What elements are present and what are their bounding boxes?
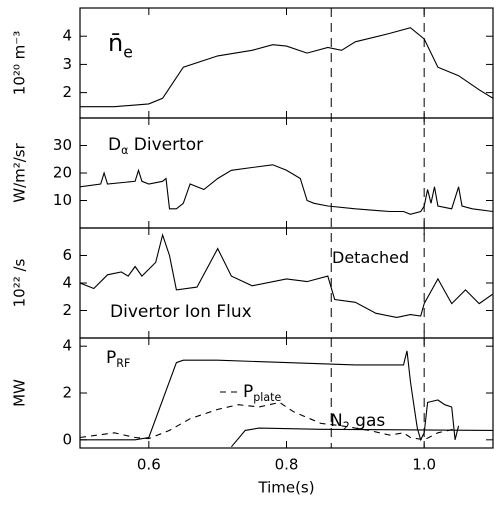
- x-tick-label: 1.0: [412, 456, 436, 474]
- annotation-text: P: [106, 348, 116, 368]
- y-tick-label: 4: [62, 337, 72, 355]
- data-line: [80, 401, 459, 441]
- plot-area: [80, 232, 493, 318]
- y-tick-label: 4: [62, 27, 72, 45]
- annotation-text: n̄: [108, 29, 123, 57]
- annotation-sub: e: [123, 43, 133, 61]
- y-tick-label: 6: [62, 246, 72, 264]
- annotation-sub: plate: [253, 391, 281, 404]
- annotation-rest: gas: [350, 411, 386, 431]
- data-line: [80, 164, 493, 215]
- annotation-text: P: [243, 382, 253, 402]
- data-line: [80, 350, 460, 442]
- annotation: Divertor Ion Flux: [110, 302, 252, 322]
- annotation-text: Divertor Ion Flux: [110, 302, 252, 322]
- y-axis-label: 10²² /s: [11, 258, 29, 307]
- plot-area: [80, 350, 493, 448]
- y-axis-label: 10²⁰ m⁻³: [11, 31, 29, 95]
- data-line: [230, 427, 493, 448]
- y-tick-label: 4: [62, 274, 72, 292]
- y-axis-label: W/m²/sr: [11, 142, 29, 202]
- data-line: [80, 232, 493, 318]
- panel-frame: [79, 7, 494, 119]
- y-tick-label: 30: [53, 136, 72, 154]
- y-tick-label: 2: [62, 301, 72, 319]
- x-tick-label: 0.6: [137, 456, 161, 474]
- data-line: [80, 27, 493, 108]
- annotation: n̄e: [108, 29, 133, 61]
- plot-area: [80, 27, 493, 108]
- annotation: Detached: [332, 248, 409, 267]
- annotation-text: N: [330, 411, 343, 431]
- x-axis-label: Time(s): [257, 479, 314, 497]
- annotation-sub: 2: [343, 420, 350, 433]
- annotation-rest: Divertor: [128, 135, 203, 155]
- y-tick-label: 0: [62, 430, 72, 448]
- annotation: Pplate: [243, 382, 281, 404]
- annotation-text: Detached: [332, 248, 409, 267]
- annotation: Dα Divertor: [108, 135, 203, 157]
- panel-frame: [79, 337, 494, 449]
- y-tick-label: 2: [62, 384, 72, 402]
- y-axis-label: MW: [11, 379, 29, 407]
- annotation-sub: α: [121, 144, 128, 157]
- annotation: N2 gas: [330, 411, 385, 433]
- y-tick-label: 3: [62, 55, 72, 73]
- plot-area: [80, 164, 493, 215]
- y-tick-label: 20: [53, 164, 72, 182]
- y-tick-label: 10: [53, 191, 72, 209]
- annotation-sub: RF: [116, 357, 130, 370]
- annotation-text: D: [108, 135, 121, 155]
- annotation: PRF: [106, 348, 130, 370]
- y-tick-label: 2: [62, 83, 72, 101]
- x-tick-label: 0.8: [275, 456, 299, 474]
